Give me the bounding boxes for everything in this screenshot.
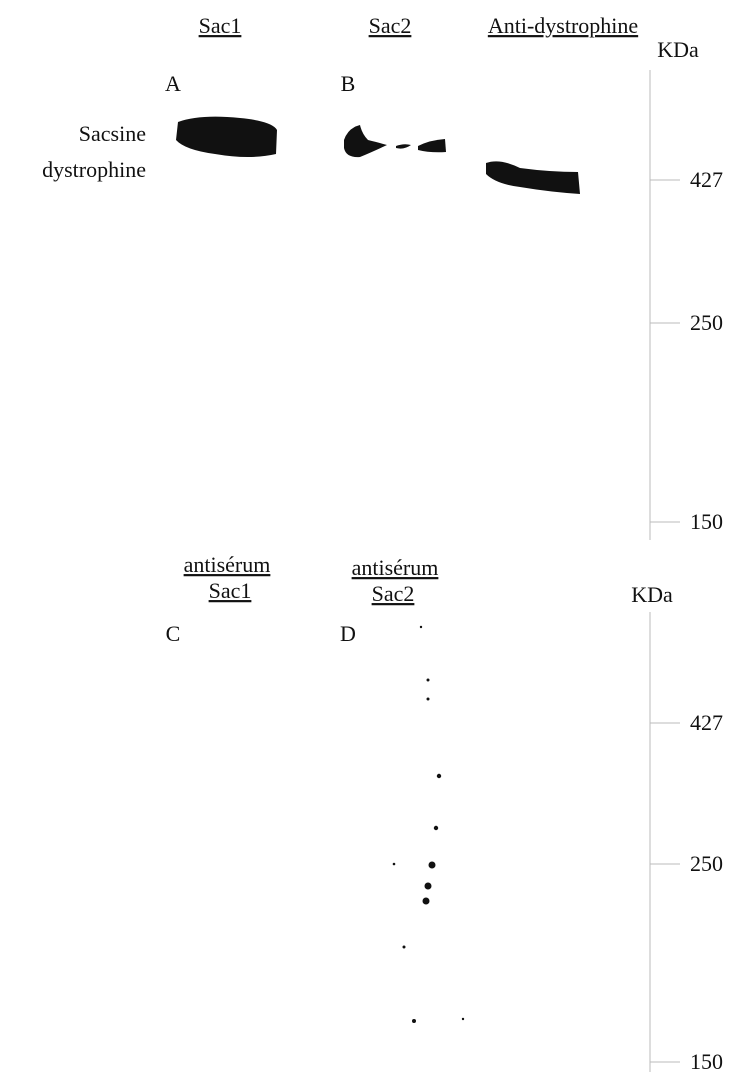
panel-letter: C bbox=[166, 621, 181, 646]
marker-label: 150 bbox=[690, 1049, 723, 1074]
marker-label: 150 bbox=[690, 509, 723, 534]
unit-label: KDa bbox=[657, 37, 699, 62]
speck bbox=[427, 679, 430, 682]
speck bbox=[429, 862, 436, 869]
blot-specks bbox=[393, 626, 464, 1023]
speck bbox=[393, 863, 396, 866]
band bbox=[486, 161, 580, 194]
band-label: dystrophine bbox=[42, 157, 146, 182]
page: Sac1 Sac2 Anti-dystrophine KDa A B Sacsi… bbox=[0, 0, 738, 1076]
panel-letter: A bbox=[165, 71, 181, 96]
lane-label: antisérum bbox=[184, 552, 271, 577]
band bbox=[344, 125, 387, 157]
speck bbox=[425, 883, 432, 890]
panel-letter: D bbox=[340, 621, 356, 646]
speck bbox=[437, 774, 441, 778]
lane-label: Sac1 bbox=[199, 13, 242, 38]
speck bbox=[403, 946, 406, 949]
marker-label: 427 bbox=[690, 710, 723, 735]
lane-label: Sac2 bbox=[372, 581, 415, 606]
band bbox=[176, 117, 277, 157]
speck bbox=[427, 698, 430, 701]
marker-label: 427 bbox=[690, 167, 723, 192]
lane-label: antisérum bbox=[352, 555, 439, 580]
speck bbox=[420, 626, 422, 628]
speck bbox=[423, 898, 430, 905]
band bbox=[396, 144, 411, 148]
band-label: Sacsine bbox=[79, 121, 146, 146]
lane-label: Sac1 bbox=[209, 578, 252, 603]
speck bbox=[412, 1019, 416, 1023]
lane-label: Anti-dystrophine bbox=[488, 13, 638, 38]
marker-label: 250 bbox=[690, 851, 723, 876]
panel-letter: B bbox=[341, 71, 356, 96]
band bbox=[418, 139, 446, 152]
unit-label: KDa bbox=[631, 582, 673, 607]
speck bbox=[462, 1018, 464, 1020]
speck bbox=[434, 826, 438, 830]
lane-label: Sac2 bbox=[369, 13, 412, 38]
marker-label: 250 bbox=[690, 310, 723, 335]
figure: Sac1 Sac2 Anti-dystrophine KDa A B Sacsi… bbox=[0, 0, 738, 1076]
